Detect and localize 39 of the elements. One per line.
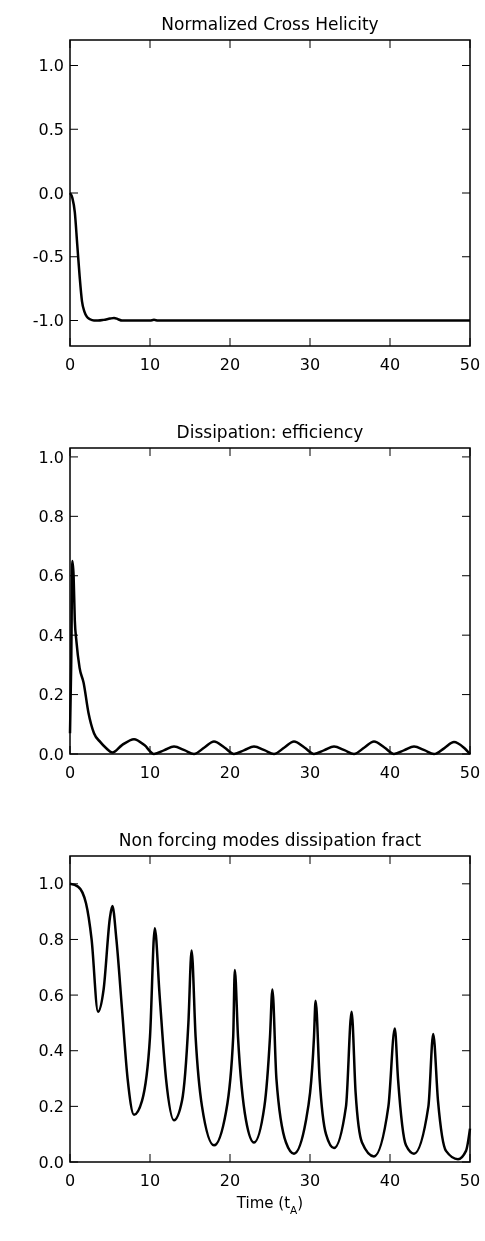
y-tick-label: 0.4 [38, 1041, 64, 1061]
x-tick-label: 20 [219, 1171, 241, 1190]
x-tick-label: 0 [64, 1171, 76, 1190]
y-tick-label: 0.6 [38, 985, 64, 1005]
x-tick-label: 40 [379, 763, 401, 782]
y-tick-label: 1.0 [38, 56, 64, 76]
y-tick-label: 0.0 [38, 1152, 64, 1172]
x-tick-label: 30 [299, 763, 321, 782]
x-tick-label: 30 [299, 1171, 321, 1190]
x-tick-label: 20 [219, 355, 241, 374]
chart-title: Non forcing modes dissipation fract [118, 830, 422, 850]
x-tick-label: 50 [459, 763, 481, 782]
y-tick-label: 0.6 [38, 566, 64, 586]
y-tick-label: 0.4 [38, 625, 64, 645]
x-tick-label: 0 [64, 763, 76, 782]
x-tick-label: 0 [64, 355, 76, 374]
x-tick-label: 50 [459, 355, 481, 374]
y-tick-label: 0.0 [38, 183, 64, 203]
y-tick-label: 0.5 [38, 119, 64, 139]
chart-title: Dissipation: efficiency [176, 422, 364, 442]
x-tick-label: 10 [139, 763, 161, 782]
y-tick-label: 0.2 [38, 1096, 64, 1116]
y-tick-label: -0.5 [32, 247, 64, 267]
y-tick-label: 0.8 [38, 930, 64, 950]
chart-title: Normalized Cross Helicity [161, 14, 379, 34]
y-tick-label: 1.0 [38, 874, 64, 894]
x-tick-label: 20 [219, 763, 241, 782]
y-tick-label: 0.0 [38, 744, 64, 764]
x-tick-label: 10 [139, 1171, 161, 1190]
y-tick-label: -1.0 [32, 311, 64, 331]
x-tick-label: 40 [379, 355, 401, 374]
y-tick-label: 0.8 [38, 506, 64, 526]
y-tick-label: 1.0 [38, 447, 64, 467]
x-tick-label: 30 [299, 355, 321, 374]
y-tick-label: 0.2 [38, 685, 64, 705]
x-axis-title: Time (t$_{A}$) [235, 1194, 304, 1216]
x-tick-label: 40 [379, 1171, 401, 1190]
x-tick-label: 50 [459, 1171, 481, 1190]
x-tick-label: 10 [139, 355, 161, 374]
